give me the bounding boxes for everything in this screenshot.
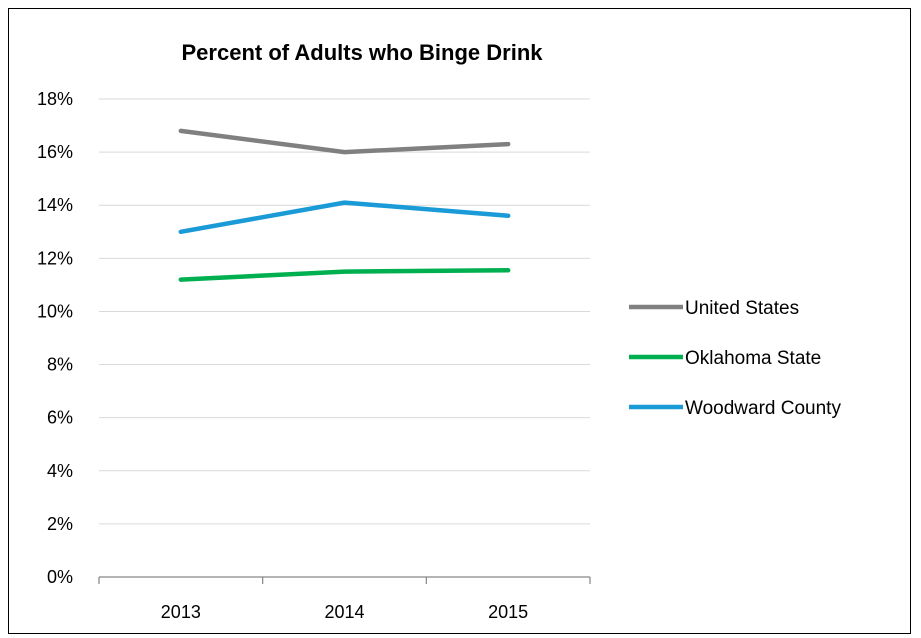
- gridlines: [99, 98, 590, 525]
- series-line: [178, 128, 511, 155]
- chart-frame: Percent of Adults who Binge Drink 0% 2% 4%…: [8, 8, 911, 634]
- y-tick-label: 12%: [37, 248, 73, 268]
- series-line: [178, 268, 511, 282]
- y-tick-label: 0%: [47, 567, 73, 587]
- chart-title: Percent of Adults who Binge Drink: [182, 40, 544, 65]
- legend-label: United States: [685, 298, 799, 319]
- y-tick-label: 16%: [37, 142, 73, 162]
- y-tick-label: 2%: [47, 514, 73, 534]
- x-tick-label: 2014: [324, 602, 364, 622]
- y-tick-label: 18%: [37, 89, 73, 109]
- y-axis-tick-labels: 0% 2% 4% 6% 8% 10% 12% 14% 16% 18%: [37, 89, 73, 587]
- x-tick-label: 2013: [161, 602, 201, 622]
- legend-label: Oklahoma State: [685, 348, 821, 369]
- y-tick-label: 4%: [47, 461, 73, 481]
- series-line: [178, 200, 511, 235]
- y-tick-label: 8%: [47, 355, 73, 375]
- legend: United States Oklahoma State Woodward Coun…: [629, 298, 841, 419]
- y-tick-label: 10%: [37, 301, 73, 321]
- x-tick-label: 2015: [488, 602, 528, 622]
- series-lines: [178, 128, 511, 282]
- y-tick-label: 14%: [37, 195, 73, 215]
- legend-label: Woodward County: [685, 398, 841, 419]
- line-chart: Percent of Adults who Binge Drink 0% 2% 4%…: [37, 40, 841, 622]
- axes: [98, 576, 591, 584]
- x-axis-tick-labels: 2013 2014 2015: [161, 602, 528, 622]
- y-tick-label: 6%: [47, 408, 73, 428]
